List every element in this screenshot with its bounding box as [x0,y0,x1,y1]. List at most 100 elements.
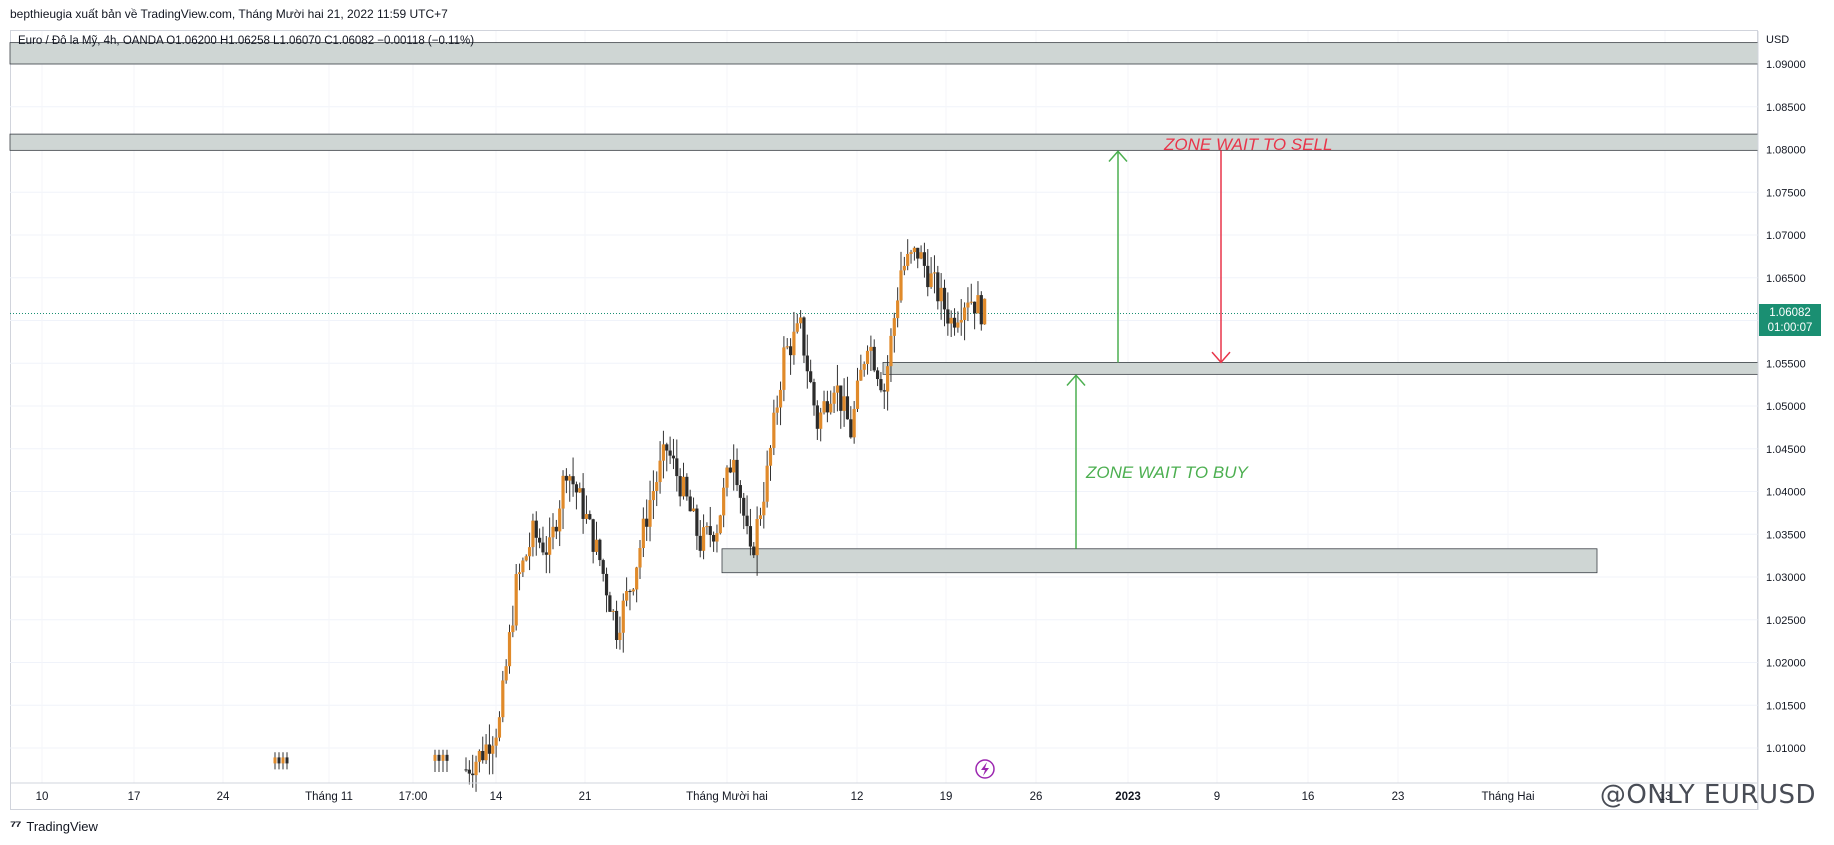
candle-body [594,539,599,552]
candle-body [635,567,639,590]
candle-body [772,412,776,448]
candle-body [494,737,498,746]
candle-body [775,407,779,413]
price-tick-label: 1.08000 [1766,145,1806,157]
price-tick-label: 1.02000 [1766,658,1806,670]
candle-body [608,595,612,612]
price-tick-label: 1.08500 [1766,102,1806,114]
candle-body [819,412,823,429]
candle-body [976,295,980,314]
candle-body [548,537,552,555]
candle-body [932,272,937,274]
time-tick-label: 21 [579,791,592,803]
candle-body [983,298,987,325]
candle-body [471,773,475,776]
candle-body [541,542,545,553]
candle-body [956,322,960,328]
candle-body [979,295,983,325]
candle-body [527,547,532,557]
price-axis: 1.09000 1.08500 1.08000 1.07500 1.07000 1.065… [1757,31,1806,810]
candle-body [511,625,515,633]
candle-body [892,318,896,336]
candle-body [825,401,829,413]
candle-body [752,546,756,556]
candle-body [936,272,940,302]
candle-body [481,750,485,761]
price-tick-label: 1.09000 [1766,59,1806,71]
time-tick-label: 19 [940,791,953,803]
candle-body [524,556,528,561]
candle-body [882,390,886,392]
candle-body [929,273,933,288]
last-price-countdown: 01:00:07 [1767,322,1813,334]
candle-body [277,757,281,764]
candle-body [785,346,789,348]
candle-body [645,518,649,527]
candle-body [718,515,722,534]
candle-body [648,500,652,527]
candle-body [477,750,481,762]
candle-body [886,366,890,392]
candle-body [896,300,900,319]
candle-body [688,496,692,512]
time-tick-label: 12 [851,791,864,803]
candle-body [765,465,769,502]
candle-body [467,769,471,774]
candle-body [839,385,843,411]
candle-body [517,572,522,575]
candle-body [521,560,525,573]
candle-body [484,744,488,761]
candle-body [501,680,505,718]
candle-body [815,405,819,429]
candle-body [728,467,732,473]
candle-body [534,520,538,538]
arrow-head-icon [1066,374,1086,386]
time-tick-label: 26 [1030,791,1043,803]
candles [273,239,987,792]
candle-body [604,573,609,596]
candle-body [441,754,445,761]
price-tick-label: 1.07500 [1766,187,1806,199]
bolt-glyph [981,762,989,776]
candle-body [578,488,582,493]
candle-body [869,346,873,351]
candle-body [809,371,813,383]
candle-body [845,396,850,420]
buy-zone-label: ZONE WAIT TO BUY [1085,463,1249,482]
candle-body [952,317,957,328]
time-tick-label: Tháng Hai [1481,791,1534,803]
candle-body [507,632,512,667]
candle-body [875,370,880,380]
candle-body [514,574,518,626]
candle-body [745,515,749,527]
candle-body [641,518,645,549]
price-tick-label: 1.04000 [1766,487,1806,499]
candle-body [554,526,558,532]
candle-body [712,535,716,542]
candle-body [584,514,589,519]
candle-body [285,757,289,764]
price-tick-label: 1.07000 [1766,230,1806,242]
candle-body [531,520,535,548]
candle-body [902,265,906,271]
candle-body [879,379,883,391]
candle-body [655,482,659,492]
zone-sell [9,133,1759,151]
candle-body [855,380,860,409]
brand-footer[interactable]: ⁷⁷ TradingView [10,818,98,835]
candle-body [849,419,853,438]
arrow-head-icon [1108,150,1128,162]
candle-body [906,253,910,266]
candle-body [735,459,739,486]
last-price-badge: 1.06082 01:00:07 [1759,304,1821,336]
price-tick-label: 1.01000 [1766,743,1806,755]
price-tick-label: 1.05000 [1766,401,1806,413]
sell-zone-label: ZONE WAIT TO SELL [1163,135,1332,154]
candle-body [437,754,441,761]
candle-body [832,392,836,404]
candle-body [966,302,970,308]
candle-body [591,519,595,552]
candle-body [742,497,746,516]
candle-body [732,459,736,473]
